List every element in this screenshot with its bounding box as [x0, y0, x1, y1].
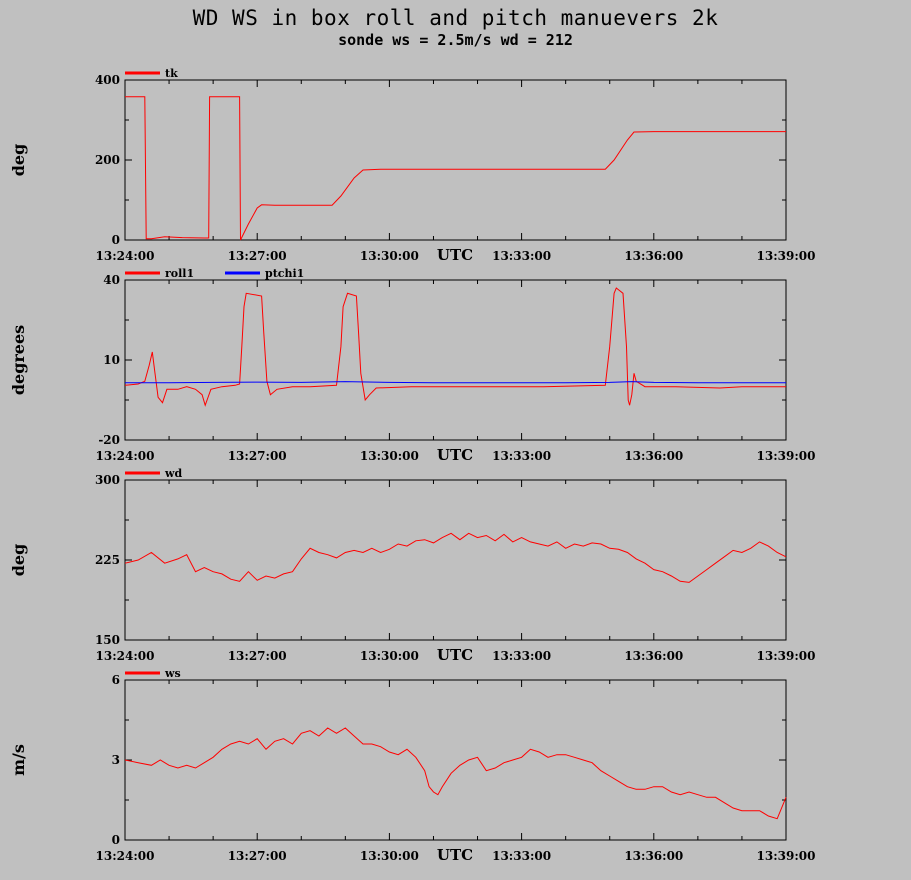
x-axis-label: UTC [437, 646, 473, 664]
x-tick-label: 13:33:00 [492, 849, 551, 863]
legend-label: roll1 [165, 267, 194, 280]
y-tick-label: 0 [112, 233, 120, 247]
series-line-ptchi1 [125, 381, 786, 384]
x-tick-label: 13:33:00 [492, 649, 551, 663]
y-axis-label: deg [9, 544, 28, 577]
series-line-ws [124, 727, 787, 820]
series-line-wd [124, 532, 787, 583]
plot-frame [124, 479, 787, 641]
x-tick-label: 13:27:00 [228, 849, 287, 863]
x-tick-label: 13:24:00 [96, 849, 155, 863]
chart-panel-3: 13:24:00 13:27:00 13:30:00 13:33:00 13:36:00… [9, 467, 815, 664]
x-tick-label: 13:36:00 [624, 649, 683, 663]
y-tick-label: 150 [95, 633, 120, 647]
plot-frame [124, 279, 787, 441]
x-tick-label: 13:36:00 [624, 449, 683, 463]
x-axis-label: UTC [437, 246, 473, 264]
plot-frame [124, 79, 787, 241]
x-tick-label: 13:39:00 [757, 449, 816, 463]
x-tick-label: 13:39:00 [757, 649, 816, 663]
series-line-tk [125, 96, 786, 241]
x-tick-label: 13:33:00 [492, 249, 551, 263]
x-tick-label: 13:33:00 [492, 449, 551, 463]
y-tick-label: 10 [103, 353, 120, 367]
y-tick-label: -20 [98, 433, 120, 447]
x-tick-label: 13:27:00 [228, 649, 287, 663]
legend-label: ws [164, 667, 181, 680]
x-tick-label: 13:30:00 [360, 449, 419, 463]
x-tick-label: 13:39:00 [757, 849, 816, 863]
chart-panel-2: 13:24:00 13:27:00 13:30:00 13:33:00 13:36:00… [9, 267, 815, 464]
y-tick-label: 0 [112, 833, 120, 847]
y-tick-label: 225 [95, 553, 120, 567]
y-tick-label: 6 [112, 673, 120, 687]
chart-panel-1: 13:24:00 13:27:00 13:30:00 13:33:00 13:36:00… [9, 67, 815, 264]
x-tick-label: 13:30:00 [360, 649, 419, 663]
chart-subtitle: sonde ws = 2.5m/s wd = 212 [338, 31, 573, 49]
x-tick-label: 13:36:00 [624, 249, 683, 263]
x-tick-label: 13:36:00 [624, 849, 683, 863]
x-tick-label: 13:30:00 [360, 249, 419, 263]
chart-title: WD WS in box roll and pitch manuevers 2k [192, 6, 719, 30]
x-tick-label: 13:24:00 [96, 649, 155, 663]
x-tick-label: 13:24:00 [96, 249, 155, 263]
y-tick-label: 300 [95, 473, 120, 487]
series-line-roll1 [124, 287, 786, 407]
x-tick-label: 13:27:00 [228, 249, 287, 263]
y-axis-label: deg [9, 144, 28, 177]
y-axis-label: degrees [9, 325, 28, 395]
legend-label: ptchi1 [265, 267, 304, 280]
chart-panel-4: 13:24:00 13:27:00 13:30:00 13:33:00 13:36:00… [9, 667, 815, 864]
x-axis-label: UTC [437, 446, 473, 464]
legend-label: wd [164, 467, 182, 480]
y-tick-label: 40 [103, 273, 120, 287]
plot-frame [124, 679, 787, 841]
x-axis-label: UTC [437, 846, 473, 864]
x-tick-label: 13:24:00 [96, 449, 155, 463]
x-tick-label: 13:27:00 [228, 449, 287, 463]
y-tick-label: 200 [95, 153, 120, 167]
x-tick-label: 13:30:00 [360, 849, 419, 863]
y-tick-label: 400 [95, 73, 120, 87]
y-axis-label: m/s [9, 744, 28, 776]
y-tick-label: 3 [112, 753, 120, 767]
legend-label: tk [165, 67, 178, 80]
x-tick-label: 13:39:00 [757, 249, 816, 263]
